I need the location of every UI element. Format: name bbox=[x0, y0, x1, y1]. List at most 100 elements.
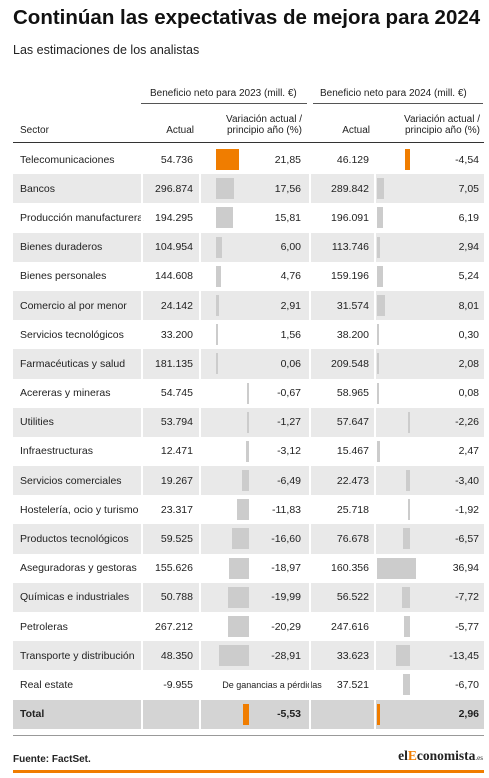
actual-2024-value: 33.623 bbox=[336, 649, 369, 662]
variation-2023-bar bbox=[216, 149, 239, 170]
actual-2024-value: 58.965 bbox=[336, 387, 369, 400]
variation-2024-bar bbox=[407, 411, 410, 433]
actual-2023-value: 194.295 bbox=[155, 211, 193, 224]
variation-2023-value: -1,27 bbox=[277, 416, 301, 429]
table-row: Infraestructuras 12.471 -3,12 15.467 2,47 bbox=[13, 436, 484, 467]
group-header-2024: Beneficio neto para 2024 (mill. €) bbox=[320, 88, 467, 99]
column-separator bbox=[309, 203, 311, 233]
variation-2024-bar bbox=[377, 178, 385, 200]
variation-2024-bar bbox=[377, 324, 379, 346]
column-separator bbox=[309, 232, 311, 262]
column-separator bbox=[374, 378, 376, 408]
column-separator bbox=[141, 320, 143, 350]
variation-2024-bar bbox=[403, 616, 410, 637]
column-separator bbox=[141, 261, 143, 291]
variation-2024-value: -2,26 bbox=[455, 416, 479, 429]
column-separator bbox=[141, 466, 143, 496]
variation-2024-bar bbox=[406, 470, 410, 492]
variation-2023-value: -0,67 bbox=[277, 387, 301, 400]
actual-2023-value: 48.350 bbox=[160, 649, 193, 662]
variation-2023-bar bbox=[247, 382, 249, 404]
column-separator bbox=[199, 203, 201, 233]
column-separator bbox=[309, 349, 311, 379]
variation-2023-value: -19,99 bbox=[271, 591, 301, 604]
variation-2023-bar bbox=[243, 703, 249, 725]
brand-logo: elEconomista.es bbox=[398, 748, 483, 764]
column-separator bbox=[199, 320, 201, 350]
column-separator bbox=[141, 145, 143, 175]
variation-2023-bar bbox=[245, 440, 249, 462]
actual-2024-value: 76.678 bbox=[336, 533, 369, 546]
column-separator bbox=[374, 699, 376, 729]
group-rule-2023 bbox=[141, 103, 307, 104]
header-rule bbox=[13, 142, 484, 143]
sector-name: Total bbox=[20, 708, 45, 721]
sector-name: Telecomunicaciones bbox=[20, 153, 115, 166]
column-separator bbox=[374, 553, 376, 583]
brand-tld: .es bbox=[475, 754, 483, 762]
column-separator bbox=[309, 466, 311, 496]
variation-2023-note: De ganancias a pérdidas bbox=[222, 679, 322, 690]
column-separator bbox=[199, 699, 201, 729]
actual-2024-value: 56.522 bbox=[336, 591, 369, 604]
column-separator bbox=[374, 612, 376, 642]
actual-2023-value: 12.471 bbox=[160, 445, 193, 458]
variation-2024-value: 7,05 bbox=[458, 182, 479, 195]
variation-2024-bar bbox=[377, 207, 384, 229]
column-separator bbox=[309, 641, 311, 671]
column-separator bbox=[309, 378, 311, 408]
variation-2024-value: 2,94 bbox=[458, 241, 479, 254]
column-separator bbox=[199, 641, 201, 671]
variation-2024-bar bbox=[405, 149, 410, 170]
table-row: Utilities 53.794 -1,27 57.647 -2,26 bbox=[13, 407, 484, 437]
column-separator bbox=[141, 203, 143, 233]
actual-2023-value: 54.745 bbox=[160, 387, 193, 400]
sector-name: Farmacéuticas y salud bbox=[20, 357, 126, 370]
footer-rule bbox=[13, 735, 484, 736]
variation-2023-value: -20,29 bbox=[271, 620, 301, 633]
actual-2023-value: 181.135 bbox=[155, 357, 193, 370]
table-row: Transporte y distribución 48.350 -28,91 33.… bbox=[13, 641, 484, 671]
actual-2024-value: 22.473 bbox=[336, 474, 369, 487]
variation-2024-bar bbox=[377, 703, 381, 725]
variation-2024-value: -6,57 bbox=[455, 533, 479, 546]
variation-2024-value: 6,19 bbox=[458, 211, 479, 224]
column-header-actual-2023: Actual bbox=[166, 125, 194, 136]
column-separator bbox=[141, 612, 143, 642]
column-separator bbox=[141, 699, 143, 729]
column-separator bbox=[199, 582, 201, 612]
variation-2024-bar bbox=[402, 674, 410, 696]
data-table: Telecomunicaciones 54.736 21,85 46.129 -4,54… bbox=[13, 145, 484, 729]
variation-2024-value: 36,94 bbox=[452, 562, 479, 575]
actual-2024-value: 31.574 bbox=[336, 299, 369, 312]
sector-name: Bancos bbox=[20, 182, 56, 195]
column-separator bbox=[199, 407, 201, 437]
variation-2024-value: -7,72 bbox=[455, 591, 479, 604]
variation-2023-bar bbox=[216, 265, 221, 287]
actual-2024-value: 113.746 bbox=[331, 241, 369, 254]
variation-2024-value: 2,08 bbox=[458, 357, 479, 370]
variation-2024-line2: principio año (%) bbox=[404, 125, 480, 136]
actual-2024-value: 160.356 bbox=[331, 562, 369, 575]
sector-name: Comercio al por menor bbox=[20, 299, 127, 312]
variation-2024-bar bbox=[377, 353, 380, 375]
variation-2023-bar bbox=[231, 528, 249, 550]
column-separator bbox=[199, 495, 201, 525]
variation-2023-bar bbox=[216, 207, 233, 229]
table-row: Servicios tecnológicos 33.200 1,56 38.200 0,… bbox=[13, 320, 484, 350]
column-separator bbox=[141, 436, 143, 467]
column-separator bbox=[374, 145, 376, 175]
sector-name: Petroleras bbox=[20, 620, 68, 633]
variation-2024-value: 2,96 bbox=[458, 708, 479, 721]
column-separator bbox=[199, 378, 201, 408]
actual-2023-value: 24.142 bbox=[160, 299, 193, 312]
column-header-variation-2023: Variación actual / principio año (%) bbox=[226, 114, 302, 136]
column-separator bbox=[374, 466, 376, 496]
variation-2024-bar bbox=[377, 265, 383, 287]
column-separator bbox=[309, 612, 311, 642]
column-separator bbox=[141, 290, 143, 321]
variation-2023-value: -6,49 bbox=[277, 474, 301, 487]
column-separator bbox=[309, 553, 311, 583]
column-separator bbox=[199, 261, 201, 291]
group-header-2023: Beneficio neto para 2023 (mill. €) bbox=[150, 88, 297, 99]
